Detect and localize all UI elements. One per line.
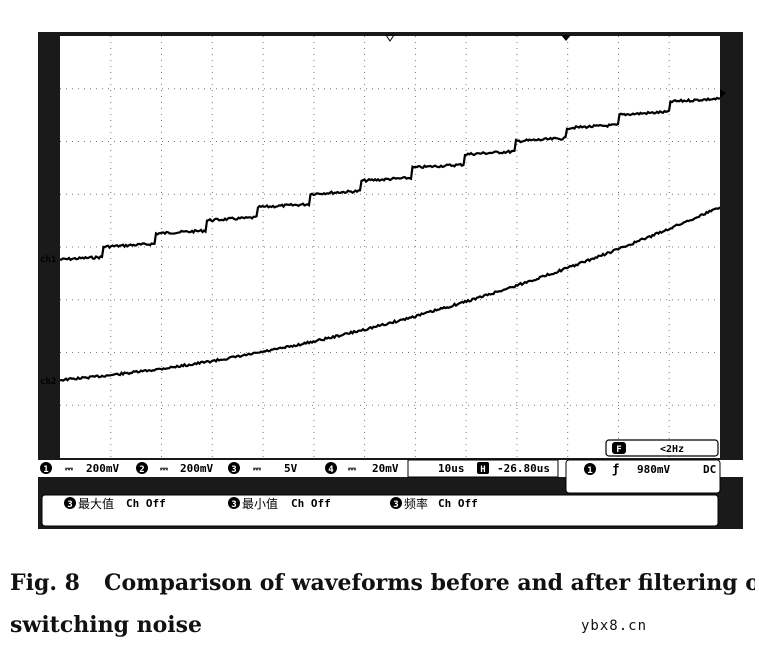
ch1-staircase-trace [59, 96, 721, 262]
trigger-position-marker [385, 34, 395, 42]
timebase: 10us [438, 462, 465, 475]
frequency-box [605, 439, 719, 457]
ch2-number-icon [136, 462, 148, 474]
oscilloscope-screenshot: ch1 ch2 F <2Hz 1 ⎓ 200mV 2 ⎓ 200mV 3 ⎓ 5… [38, 32, 743, 529]
ch1-scale-readout: 1 ⎓ 200mV [40, 462, 119, 475]
ch3-scale: 5V [284, 462, 298, 475]
measurement-min: 3 最小值 Ch Off [228, 496, 331, 511]
trigger-readout: 1 ƒ 980mV DC [584, 462, 716, 476]
ch1-scale: 200mV [86, 462, 119, 475]
svg-text:⎓: ⎓ [348, 464, 356, 475]
timebase-readout: 10us H -26.80us [407, 459, 559, 478]
svg-text:3: 3 [231, 465, 236, 475]
figure-number: Fig. 8 [10, 570, 80, 596]
ch1-number-icon [40, 462, 52, 474]
svg-text:Ch Off: Ch Off [438, 497, 478, 510]
ch2-scale-readout: 2 ⎓ 200mV [136, 462, 213, 475]
svg-text:频率: 频率 [404, 496, 428, 511]
trigger-level: 980mV [637, 463, 670, 476]
caption-line-2: switching noise [10, 612, 203, 638]
svg-text:最大值: 最大值 [78, 496, 114, 511]
svg-text:⎓: ⎓ [253, 464, 261, 475]
ch2-filtered-trace [59, 206, 721, 382]
ch3-scale-readout: 3 ⎓ 5V [228, 462, 298, 475]
svg-text:1: 1 [43, 465, 48, 475]
svg-text:3: 3 [231, 500, 236, 510]
svg-text:3: 3 [393, 500, 398, 510]
coupling: DC [703, 463, 716, 476]
svg-text:Ch Off: Ch Off [291, 497, 331, 510]
svg-text:最小值: 最小值 [242, 496, 278, 511]
svg-text:⎓: ⎓ [160, 464, 168, 475]
svg-text:Ch Off: Ch Off [126, 497, 166, 510]
f-icon [612, 442, 626, 454]
caption-line-1: Comparison of waveforms before and after… [104, 570, 755, 596]
measurement-panel [41, 494, 719, 527]
frequency-readout: <2Hz [660, 444, 684, 455]
svg-text:3: 3 [67, 500, 72, 510]
ch4-scale: 20mV [372, 462, 399, 475]
oscilloscope-display: ch1 ch2 F <2Hz 1 ⎓ 200mV 2 ⎓ 200mV 3 ⎓ 5… [38, 34, 743, 527]
watermark: ybx8.cn [581, 618, 648, 634]
delay: -26.80us [497, 462, 550, 475]
trigger-level-marker [720, 89, 726, 98]
svg-text:2: 2 [139, 465, 144, 475]
ch1-label: ch1 [40, 255, 56, 265]
svg-text:⎓: ⎓ [65, 464, 73, 475]
svg-text:1: 1 [587, 466, 592, 476]
ch4-scale-readout: 4 ⎓ 20mV [325, 462, 399, 475]
svg-text:H: H [480, 465, 485, 475]
measurement-max: 3 最大值 Ch Off [64, 496, 166, 511]
ch2-label: ch2 [40, 377, 56, 387]
svg-text:4: 4 [328, 465, 334, 475]
measurement-frequency: 3 频率 Ch Off [390, 496, 478, 511]
f-icon-label: F [616, 445, 621, 455]
trigger-slope-icon: ƒ [612, 462, 619, 476]
ch3-number-icon [228, 462, 240, 474]
h-icon [477, 462, 489, 474]
delay-marker [561, 35, 571, 41]
trigger-panel [565, 459, 721, 494]
ch4-number-icon [325, 462, 337, 474]
ch2-scale: 200mV [180, 462, 213, 475]
trigger-source-icon [584, 463, 596, 475]
figure-caption: Fig. 8 Comparison of waveforms before and… [10, 562, 755, 646]
